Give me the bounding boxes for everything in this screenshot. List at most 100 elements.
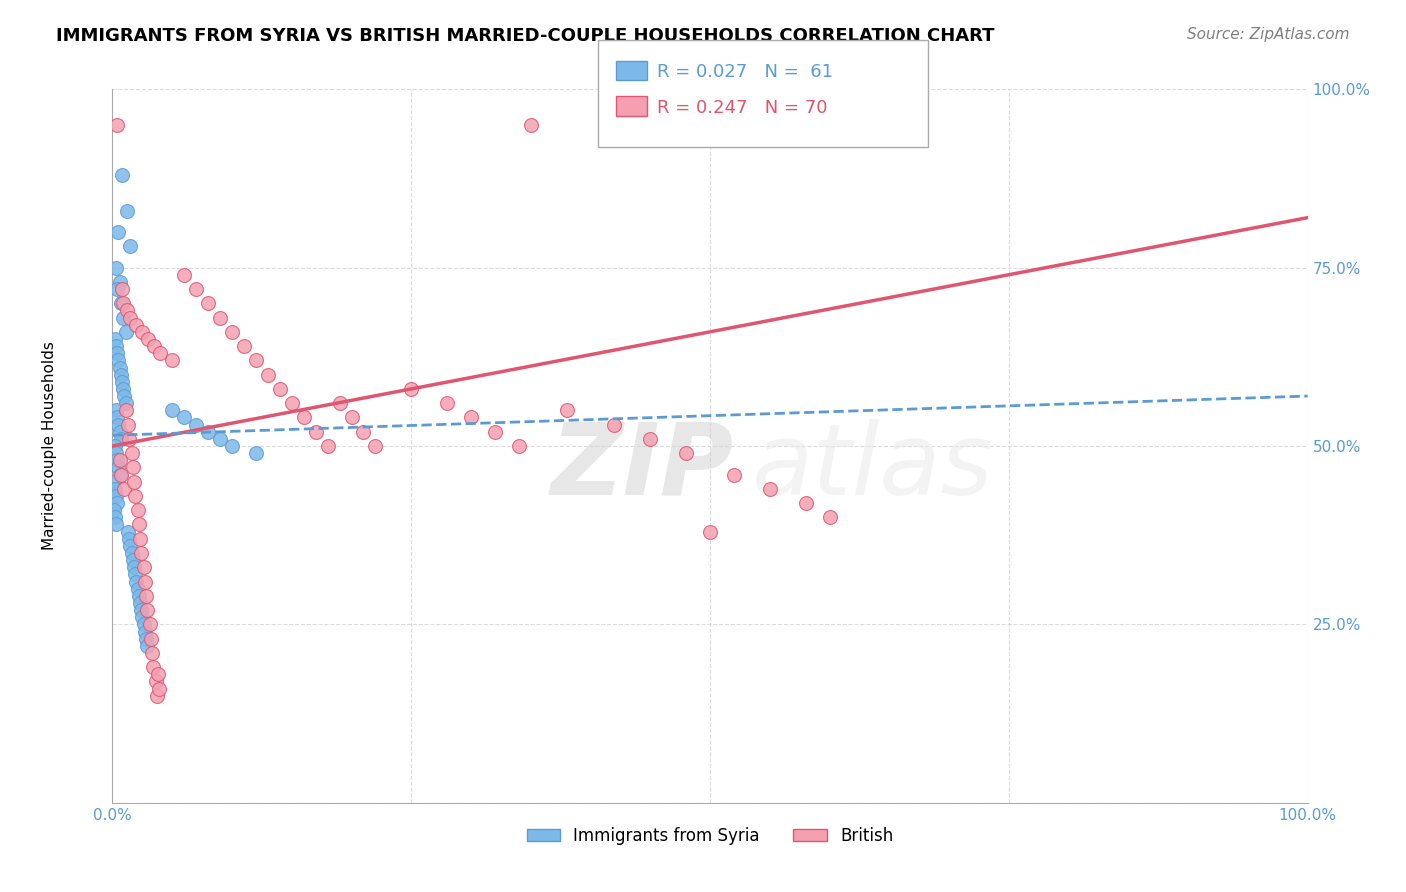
Point bbox=[173, 410, 195, 425]
Point bbox=[197, 296, 219, 310]
Text: R = 0.247   N = 70: R = 0.247 N = 70 bbox=[657, 99, 827, 117]
Point bbox=[129, 546, 152, 560]
Point bbox=[120, 310, 142, 325]
Text: R = 0.027   N =  61: R = 0.027 N = 61 bbox=[657, 63, 832, 81]
Point bbox=[145, 674, 167, 689]
Point bbox=[125, 318, 148, 332]
Point bbox=[269, 382, 291, 396]
Point bbox=[209, 310, 232, 325]
Point bbox=[111, 168, 134, 182]
Point bbox=[107, 417, 129, 432]
Y-axis label: Married-couple Households: Married-couple Households bbox=[42, 342, 56, 550]
Point bbox=[105, 446, 128, 460]
Point bbox=[149, 346, 172, 360]
Point bbox=[107, 225, 129, 239]
Point bbox=[121, 546, 143, 560]
Point bbox=[124, 567, 146, 582]
Point bbox=[108, 425, 131, 439]
Point bbox=[117, 524, 139, 539]
Point bbox=[105, 403, 128, 417]
Point bbox=[818, 132, 841, 146]
Point bbox=[197, 425, 219, 439]
Point bbox=[110, 296, 132, 310]
Point bbox=[104, 332, 127, 346]
Point bbox=[120, 239, 142, 253]
Point bbox=[132, 560, 155, 574]
Point bbox=[723, 467, 745, 482]
Point bbox=[114, 389, 135, 403]
Point bbox=[364, 439, 387, 453]
Point bbox=[105, 339, 128, 353]
Point bbox=[105, 118, 128, 132]
Point bbox=[114, 482, 135, 496]
Point bbox=[115, 203, 138, 218]
Point bbox=[103, 503, 125, 517]
Point bbox=[136, 603, 159, 617]
Point bbox=[105, 282, 128, 296]
Point bbox=[173, 268, 195, 282]
Point bbox=[111, 375, 134, 389]
Point bbox=[794, 496, 817, 510]
Point bbox=[281, 396, 304, 410]
Point bbox=[127, 582, 149, 596]
Point bbox=[316, 439, 339, 453]
Point bbox=[520, 118, 543, 132]
Point bbox=[104, 482, 127, 496]
Point bbox=[131, 325, 153, 339]
Point bbox=[245, 353, 267, 368]
Point bbox=[110, 368, 132, 382]
Text: Source: ZipAtlas.com: Source: ZipAtlas.com bbox=[1187, 27, 1350, 42]
Point bbox=[603, 417, 626, 432]
Point bbox=[114, 403, 136, 417]
Point bbox=[162, 353, 183, 368]
Point bbox=[675, 446, 697, 460]
Point bbox=[107, 353, 129, 368]
Point bbox=[401, 382, 423, 396]
Point bbox=[138, 332, 160, 346]
Point bbox=[105, 517, 128, 532]
Point bbox=[162, 403, 183, 417]
Point bbox=[352, 425, 374, 439]
Point bbox=[112, 310, 135, 325]
Point bbox=[132, 617, 155, 632]
Point bbox=[640, 432, 662, 446]
Point bbox=[124, 489, 146, 503]
Point bbox=[436, 396, 458, 410]
Point bbox=[759, 482, 782, 496]
Point bbox=[128, 589, 150, 603]
Point bbox=[108, 360, 131, 375]
Point bbox=[128, 517, 150, 532]
Point bbox=[105, 410, 128, 425]
Point bbox=[115, 303, 138, 318]
Point bbox=[108, 467, 131, 482]
Text: ZIP: ZIP bbox=[551, 419, 734, 516]
Point bbox=[104, 510, 127, 524]
Legend: Immigrants from Syria, British: Immigrants from Syria, British bbox=[520, 821, 900, 852]
Point bbox=[105, 489, 128, 503]
Point bbox=[103, 475, 125, 489]
Point bbox=[340, 410, 363, 425]
Point bbox=[329, 396, 352, 410]
Point bbox=[110, 467, 132, 482]
Point bbox=[555, 403, 578, 417]
Point bbox=[221, 439, 243, 453]
Text: atlas: atlas bbox=[752, 419, 994, 516]
Point bbox=[122, 475, 145, 489]
Point bbox=[107, 460, 129, 475]
Point bbox=[245, 446, 267, 460]
Point bbox=[118, 532, 141, 546]
Point bbox=[292, 410, 315, 425]
Text: IMMIGRANTS FROM SYRIA VS BRITISH MARRIED-COUPLE HOUSEHOLDS CORRELATION CHART: IMMIGRANTS FROM SYRIA VS BRITISH MARRIED… bbox=[56, 27, 994, 45]
Point bbox=[129, 596, 152, 610]
Point bbox=[111, 282, 134, 296]
Point bbox=[138, 617, 160, 632]
Point bbox=[484, 425, 506, 439]
Point bbox=[105, 346, 128, 360]
Point bbox=[134, 624, 156, 639]
Point bbox=[117, 417, 139, 432]
Point bbox=[134, 574, 156, 589]
Point bbox=[114, 325, 136, 339]
Point bbox=[142, 660, 165, 674]
Point bbox=[110, 432, 132, 446]
Point bbox=[460, 410, 482, 425]
